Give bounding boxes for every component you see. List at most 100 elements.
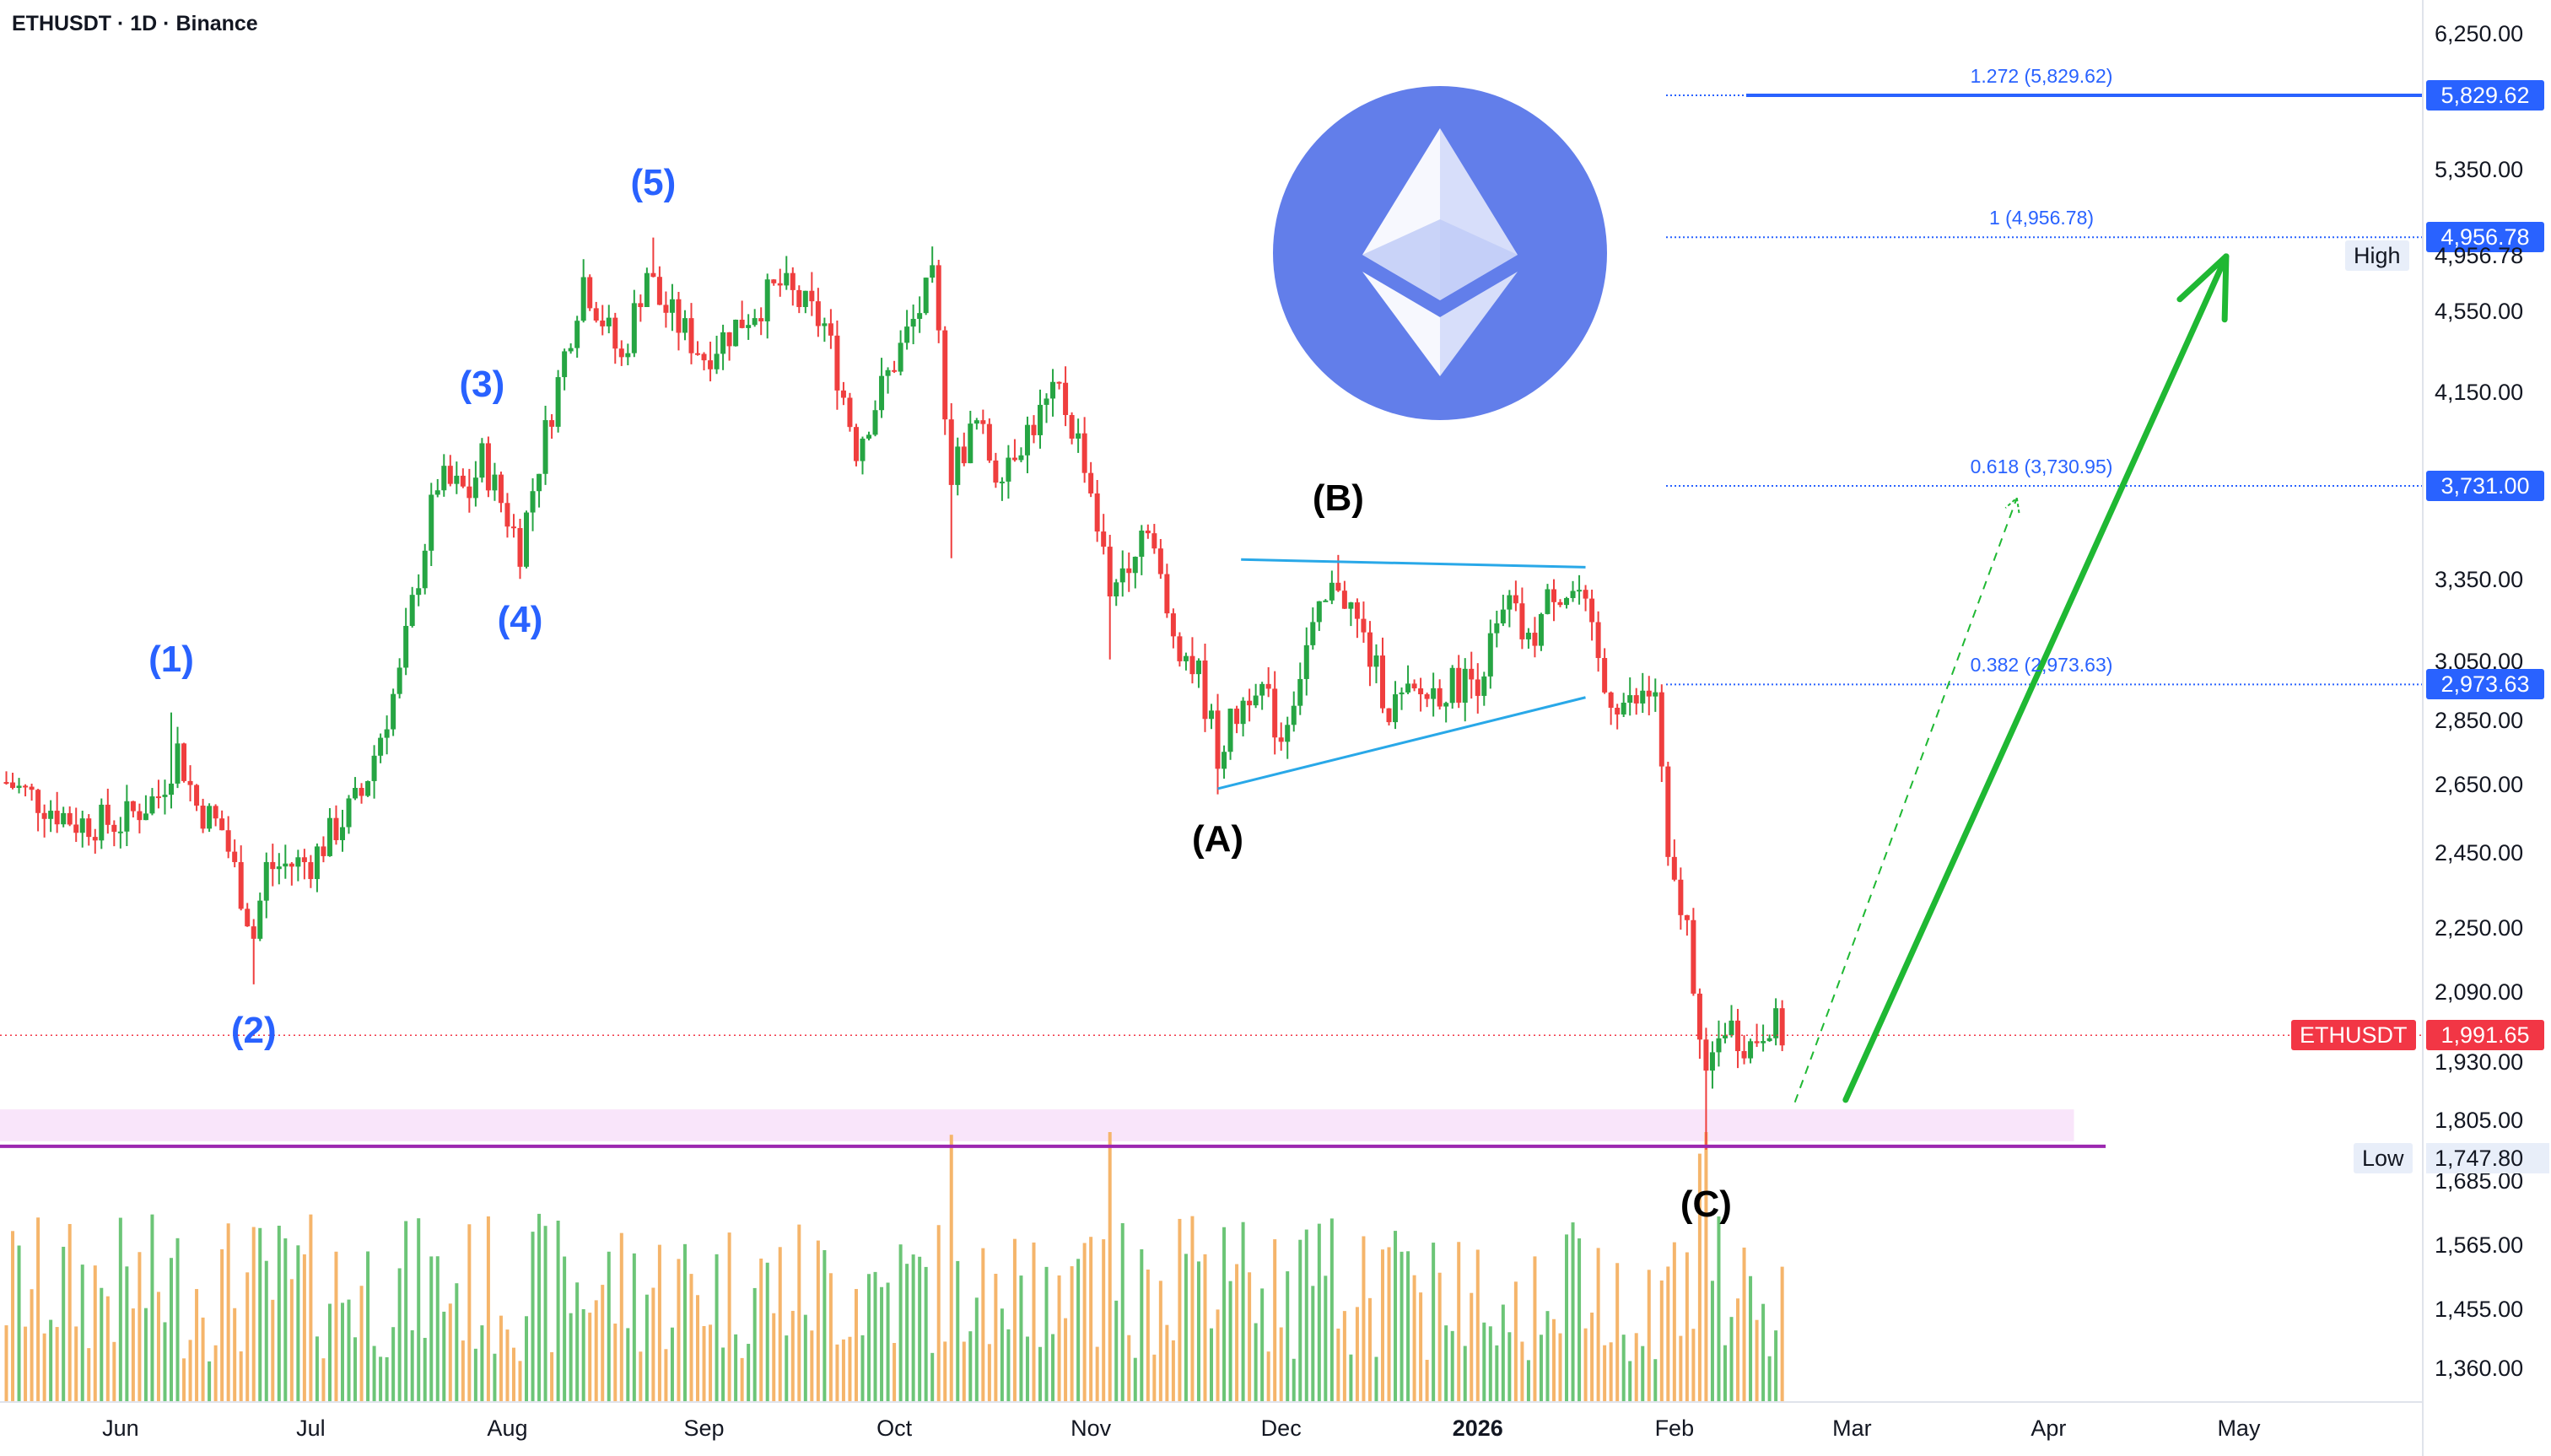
candle-body: [1633, 695, 1639, 704]
volume-bar: [1266, 1351, 1270, 1402]
candle-body: [771, 279, 777, 283]
candle-body: [606, 317, 612, 326]
low-value: 1,747.80: [2426, 1142, 2549, 1173]
candle-body: [1532, 633, 1538, 646]
candle-body: [1557, 601, 1563, 606]
candle-body: [155, 796, 161, 799]
candle-body: [86, 818, 92, 838]
candle-body: [1525, 633, 1531, 639]
volume-bar: [1463, 1345, 1467, 1402]
volume-bar: [74, 1326, 78, 1402]
volume-bar: [841, 1339, 845, 1402]
candle-body: [92, 837, 98, 841]
candle-body: [1272, 688, 1278, 738]
price-badge: 5,829.62: [2426, 79, 2544, 111]
candle-body: [295, 857, 301, 867]
volume-bar: [594, 1300, 598, 1402]
candle-body: [942, 330, 948, 420]
volume-bar: [664, 1349, 668, 1402]
volume-bar: [962, 1341, 966, 1402]
candle-body: [910, 319, 916, 327]
candle-body: [1202, 661, 1208, 720]
volume-bar: [366, 1251, 370, 1402]
candle-body: [530, 491, 536, 513]
ethereum-logo-lower-right: [1440, 272, 1518, 376]
candle-body: [720, 332, 726, 354]
volume-bar: [1406, 1251, 1410, 1402]
volume-bar: [1742, 1247, 1746, 1402]
volume-bar: [1228, 1281, 1232, 1402]
volume-bar: [949, 1135, 953, 1402]
candle-body: [1222, 752, 1227, 769]
volume-bar: [1165, 1324, 1169, 1402]
projection-arrow-dashed: [1793, 497, 2018, 1103]
volume-bar: [213, 1345, 218, 1402]
candle-body: [555, 377, 561, 427]
volume-bar: [1120, 1223, 1124, 1402]
volume-bar: [379, 1356, 383, 1402]
candle-body: [872, 410, 878, 435]
y-tick-label: 1,360.00: [2435, 1356, 2524, 1382]
price-badge: 1,991.65: [2426, 1020, 2544, 1051]
candle-body: [1215, 710, 1221, 769]
volume-bar: [220, 1248, 224, 1402]
volume-bar: [175, 1238, 180, 1402]
candle-body: [168, 783, 174, 795]
volume-bar: [100, 1287, 104, 1402]
candle-body: [460, 475, 466, 487]
candle-body: [758, 318, 764, 321]
candle-body: [809, 290, 815, 302]
candle-body: [1259, 683, 1265, 696]
candle-body: [353, 787, 359, 799]
candle-body: [378, 737, 384, 756]
volume-bar: [309, 1214, 313, 1402]
candle-body: [10, 782, 16, 788]
candle-body: [1551, 589, 1556, 602]
fib-level-label: 1.272 (5,829.62): [1970, 64, 2113, 87]
volume-bar: [208, 1361, 212, 1402]
volume-bar: [486, 1216, 490, 1402]
volume-bar: [1565, 1234, 1569, 1402]
volume-bar: [828, 1273, 833, 1402]
candle-body: [1748, 1041, 1754, 1059]
candle-body: [283, 863, 289, 867]
candle-body: [828, 323, 833, 336]
volume-bar: [4, 1325, 8, 1402]
candle-body: [1658, 692, 1664, 767]
candle-body: [708, 360, 714, 369]
candle-body: [917, 313, 923, 320]
candle-body: [1209, 710, 1214, 720]
volume-bar: [1222, 1227, 1227, 1402]
candle-body: [416, 588, 422, 596]
candle-body: [631, 303, 637, 353]
volume-bar: [226, 1223, 230, 1402]
volume-bar: [607, 1251, 611, 1402]
y-tick-label: 1,455.00: [2435, 1297, 2524, 1323]
candle-body: [1310, 622, 1316, 645]
candle-body: [111, 824, 117, 833]
volume-bar: [1425, 1359, 1429, 1402]
candle-body: [276, 866, 282, 870]
candle-body: [618, 348, 624, 358]
candle-body: [1031, 424, 1037, 435]
volume-bar: [898, 1244, 903, 1402]
low-label: Low: [2354, 1142, 2413, 1173]
candle-body: [1081, 433, 1087, 473]
candle-body: [333, 817, 339, 840]
volume-bar: [1755, 1319, 1759, 1402]
candle-body: [1164, 574, 1170, 614]
volume-bar: [359, 1286, 364, 1402]
y-tick-label: 1,805.00: [2435, 1108, 2524, 1134]
volume-bar: [1628, 1361, 1632, 1402]
volume-bar: [1641, 1345, 1645, 1402]
volume-bar: [886, 1282, 890, 1402]
volume-bar: [569, 1313, 573, 1402]
volume-bar: [1171, 1340, 1175, 1402]
volume-bar: [689, 1274, 693, 1402]
candle-body: [1500, 609, 1506, 623]
candle-body: [1050, 381, 1056, 399]
volume-bar: [1374, 1356, 1378, 1402]
candle-body: [472, 477, 478, 499]
volume-bar: [163, 1322, 167, 1402]
